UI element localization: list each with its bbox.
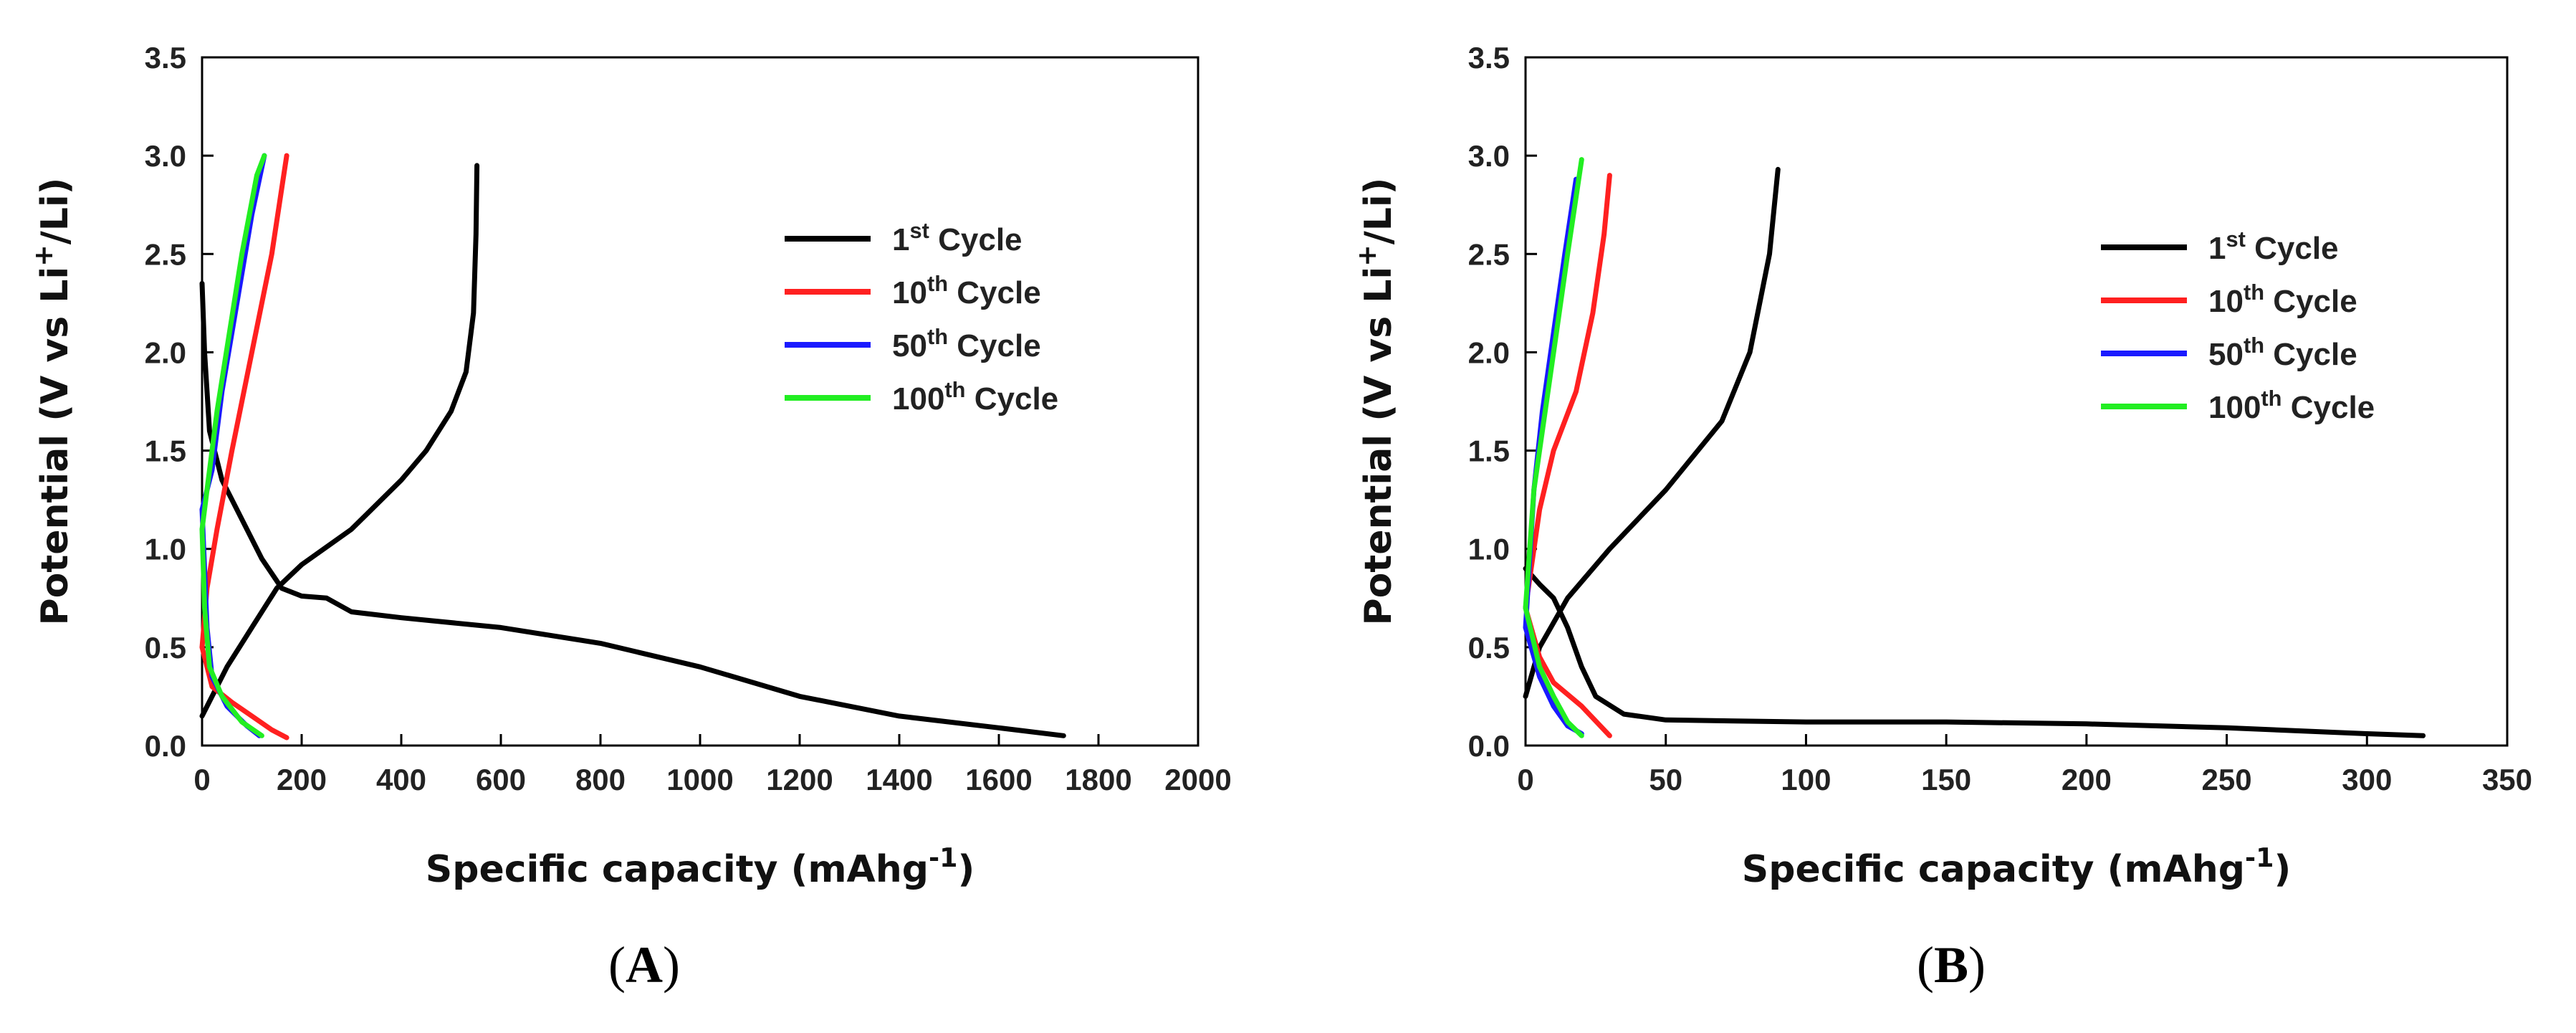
chart-panel-b: 0 50 100 150 200 250 300 350 0.0 0.5 1.0 1.5 2.0 2.5 3… <box>1288 0 2575 1033</box>
x-tick-label-a-0: 0 <box>193 763 210 796</box>
panel-label-a: (A) <box>608 936 680 994</box>
legend-label-a-2: 10th Cycle <box>892 271 1041 311</box>
chart-b-svg: 0 50 100 150 200 250 300 350 0.0 0.5 1.0 1.5 2.0 2.5 3… <box>1351 41 2533 892</box>
legend-label-b-4: 100th Cycle <box>2208 386 2375 426</box>
y-tick-label-a-5: 2.5 <box>145 237 186 271</box>
x-tick-label-b-0: 0 <box>1517 763 1533 796</box>
legend-label-a-3: 50th Cycle <box>892 324 1041 364</box>
y-tick-label-b-5: 2.5 <box>1468 237 1510 271</box>
series-line-b-4-charge <box>1523 157 1584 611</box>
y-tick-label-b-0: 0.0 <box>1468 729 1510 763</box>
x-tick-label-a-9: 1800 <box>1065 763 1131 796</box>
panel-label-b: (B) <box>1917 936 1986 994</box>
y-tick-label-b-4: 2.0 <box>1468 335 1510 369</box>
x-tick-label-a-2: 400 <box>376 763 426 796</box>
y-tick-label-b-2: 1.0 <box>1468 533 1510 566</box>
x-tick-label-b-2: 100 <box>1781 763 1831 796</box>
legend-label-b-1: 1st Cycle <box>2208 227 2339 267</box>
x-tick-label-b-4: 200 <box>2062 763 2112 796</box>
y-tick-label-a-3: 1.5 <box>145 434 186 468</box>
x-tick-label-a-3: 600 <box>476 763 526 796</box>
x-tick-label-b-3: 150 <box>1921 763 1971 796</box>
x-tick-label-a-5: 1000 <box>666 763 733 796</box>
y-tick-label-b-7: 3.5 <box>1468 41 1510 75</box>
legend-label-b-3: 50th Cycle <box>2208 333 2357 373</box>
series-line-a-2-discharge <box>199 644 289 741</box>
legend-label-a-4: 100th Cycle <box>892 377 1058 417</box>
legend-label-b-2: 10th Cycle <box>2208 280 2357 320</box>
series-line-b-2-charge <box>1523 173 1612 611</box>
x-tick-label-a-1: 200 <box>277 763 327 796</box>
x-tick-label-a-10: 2000 <box>1164 763 1231 796</box>
y-tick-label-b-6: 3.0 <box>1468 139 1510 173</box>
x-tick-label-b-5: 250 <box>2202 763 2252 796</box>
y-axis-title-b: Potential (V vs Li+/Li) <box>1351 178 1401 626</box>
legend-label-a-1: 1st Cycle <box>892 218 1023 258</box>
series-line-a-1-charge <box>199 163 480 719</box>
x-tick-label-b-1: 50 <box>1649 763 1682 796</box>
chart-a-svg: 0 200 400 600 800 1000 1200 1400 1600 1800 2000 0.0… <box>28 41 1232 892</box>
y-tick-label-b-3: 1.5 <box>1468 434 1510 468</box>
series-line-b-1-discharge <box>1523 566 2426 738</box>
y-tick-label-a-0: 0.0 <box>145 729 186 763</box>
y-tick-label-a-4: 2.0 <box>145 335 186 369</box>
y-axis-title-a: Potential (V vs Li+/Li) <box>28 178 77 626</box>
x-axis-title-a: Specific capacity (mAhg-1) <box>426 842 975 892</box>
chart-panel-a: 0 200 400 600 800 1000 1200 1400 1600 1800 2000 0.0… <box>28 41 1232 994</box>
x-tick-label-a-6: 1200 <box>766 763 833 796</box>
plot-frame-b <box>1524 56 2509 747</box>
y-tick-label-a-7: 3.5 <box>145 41 186 75</box>
series-line-b-1-charge <box>1523 166 1781 699</box>
x-tick-label-a-4: 800 <box>575 763 626 796</box>
y-tick-label-b-1: 0.5 <box>1468 631 1510 665</box>
x-tick-label-b-6: 300 <box>2342 763 2392 796</box>
series-line-a-1-discharge <box>199 280 1066 738</box>
y-tick-label-a-6: 3.0 <box>145 139 186 173</box>
x-axis-title-b: Specific capacity (mAhg-1) <box>1742 842 2291 892</box>
x-tick-label-a-8: 1600 <box>965 763 1032 796</box>
series-line-a-4-charge <box>199 153 267 532</box>
y-tick-label-a-1: 0.5 <box>145 631 186 665</box>
x-tick-label-a-7: 1400 <box>866 763 932 796</box>
series-line-a-4-discharge <box>199 526 264 738</box>
x-tick-label-b-7: 350 <box>2482 763 2532 796</box>
y-tick-label-a-2: 1.0 <box>145 533 186 566</box>
series-line-b-4-discharge <box>1523 605 1584 738</box>
